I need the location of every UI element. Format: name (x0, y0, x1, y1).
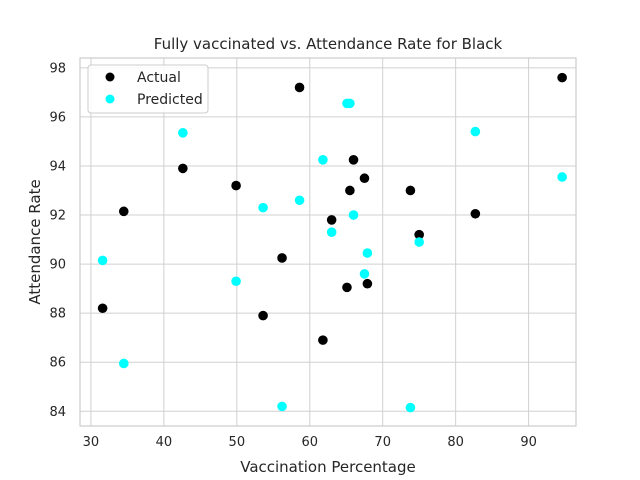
data-points (97, 72, 567, 413)
point-actual (470, 208, 481, 219)
x-tick-label: 40 (156, 435, 173, 450)
y-tick-label: 96 (49, 110, 66, 125)
x-tick-label: 90 (520, 435, 537, 450)
point-actual (118, 206, 129, 217)
point-predicted (359, 269, 370, 279)
x-axis-label: Vaccination Percentage (240, 458, 416, 476)
point-actual (557, 72, 567, 83)
point-actual (277, 253, 287, 263)
y-tick-label: 86 (49, 356, 66, 371)
y-tick-label: 98 (49, 61, 66, 76)
y-tick-label: 94 (49, 159, 66, 174)
x-tick-label: 80 (447, 435, 464, 450)
point-predicted (231, 276, 241, 287)
legend-box (87, 64, 209, 114)
point-actual (231, 180, 241, 191)
point-actual (178, 163, 188, 174)
point-predicted (414, 237, 424, 247)
point-actual (97, 303, 108, 314)
legend-label-predicted: Predicted (137, 92, 203, 108)
plot-frame (79, 57, 577, 427)
point-actual (405, 185, 416, 196)
x-tick-label: 60 (301, 435, 318, 450)
point-predicted (258, 202, 268, 213)
point-predicted (348, 210, 359, 220)
point-predicted (470, 126, 481, 137)
legend: Actual Predicted (87, 64, 209, 114)
chart-title: Fully vaccinated vs. Attendance Rate for… (154, 35, 503, 53)
x-tick-label: 30 (83, 435, 100, 450)
point-predicted (362, 248, 373, 258)
point-actual (345, 185, 355, 196)
y-tick-label: 88 (49, 307, 66, 322)
point-predicted (345, 98, 355, 109)
grid-lines (80, 58, 576, 426)
point-actual (326, 215, 337, 225)
point-actual (258, 310, 268, 321)
legend-marker-actual (105, 72, 115, 82)
y-axis-label: Attendance Rate (26, 179, 44, 304)
y-tick-label: 92 (49, 209, 66, 224)
tick-labels: 30 40 50 60 70 80 90 84 86 88 90 92 94 96 98 (49, 61, 536, 450)
x-tick-label: 70 (374, 435, 391, 450)
x-tick-label: 50 (229, 435, 246, 450)
y-tick-label: 90 (49, 258, 66, 273)
point-predicted (326, 227, 337, 237)
y-tick-label: 84 (49, 405, 66, 420)
point-predicted (557, 172, 567, 182)
point-predicted (118, 358, 129, 369)
point-predicted (318, 155, 328, 165)
point-actual (362, 278, 373, 289)
point-actual (414, 229, 424, 240)
legend-marker-predicted (105, 94, 115, 104)
point-predicted (294, 195, 305, 206)
point-predicted (277, 401, 287, 412)
point-predicted (178, 128, 188, 138)
point-actual (342, 282, 352, 293)
legend-label-actual: Actual (137, 70, 181, 86)
point-actual (318, 335, 328, 345)
point-actual (359, 173, 370, 184)
point-actual (294, 82, 305, 93)
point-predicted (97, 255, 108, 266)
point-actual (348, 155, 359, 165)
point-predicted (405, 402, 416, 413)
